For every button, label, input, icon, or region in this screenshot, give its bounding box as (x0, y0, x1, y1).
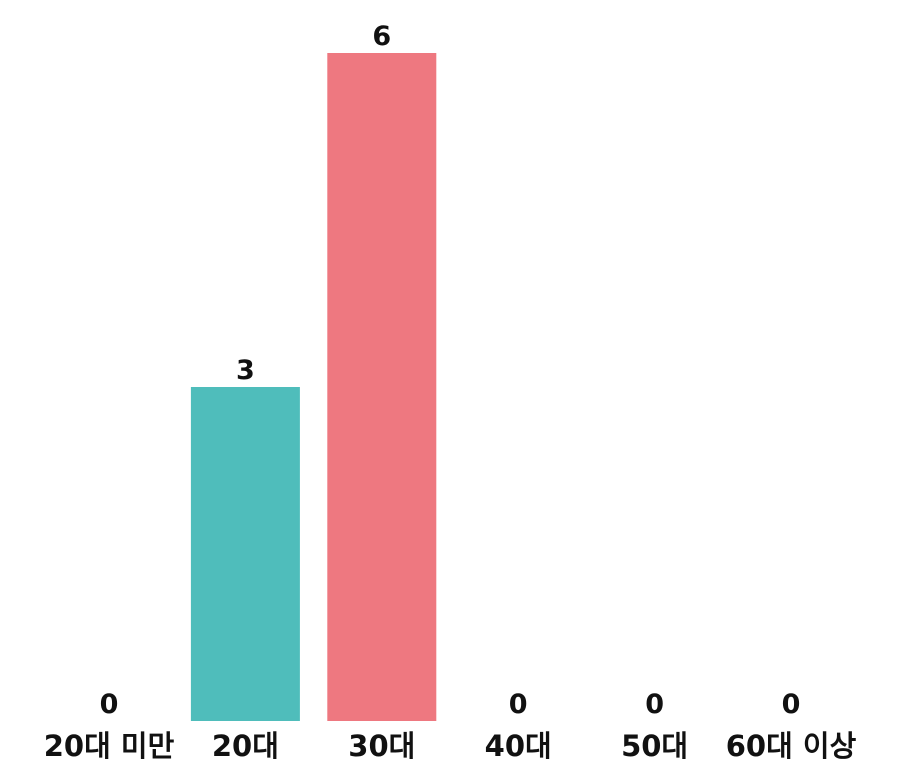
x-tick-label-2: 30대 (348, 729, 415, 763)
value-label-5: 0 (782, 689, 801, 720)
tick-labels-group: 20대 미만 20대 30대 40대 50대 60대 이상 (44, 729, 857, 763)
x-tick-label-0: 20대 미만 (44, 729, 175, 763)
x-tick-label-1: 20대 (212, 729, 279, 763)
bars-group (190, 53, 437, 721)
value-label-4: 0 (645, 689, 664, 720)
value-label-3: 0 (509, 689, 528, 720)
x-tick-label-5: 60대 이상 (726, 729, 857, 763)
x-tick-label-3: 40대 (485, 729, 552, 763)
value-label-1: 3 (236, 355, 255, 386)
bar-1 (190, 387, 300, 721)
bar-2 (327, 53, 437, 721)
value-label-2: 6 (372, 21, 391, 52)
x-tick-label-4: 50대 (621, 729, 688, 763)
value-label-0: 0 (100, 689, 119, 720)
value-labels-group: 0 3 6 0 0 0 (100, 21, 801, 720)
